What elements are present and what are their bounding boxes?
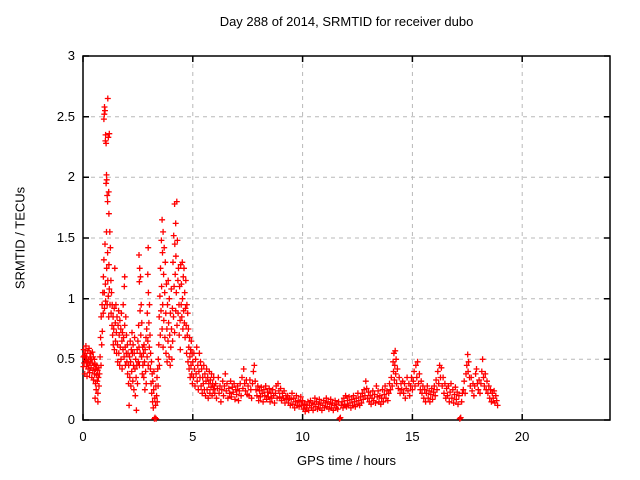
- x-tick-label: 15: [405, 429, 420, 444]
- y-tick-label: 0.5: [56, 351, 75, 367]
- x-tick-label: 0: [79, 429, 87, 444]
- scatter-points: [80, 95, 501, 422]
- chart-title: Day 288 of 2014, SRMTID for receiver dub…: [219, 14, 474, 29]
- axis-ticks: [82, 55, 610, 421]
- x-axis-label: GPS time / hours: [297, 453, 396, 468]
- y-tick-label: 2: [67, 169, 75, 185]
- x-tick-label: 5: [189, 429, 197, 444]
- y-tick-label: 1.5: [56, 230, 75, 245]
- y-tick-label: 3: [67, 48, 75, 63]
- y-tick-label: 1: [67, 290, 75, 306]
- y-tick-label: 0: [67, 412, 75, 427]
- grid-lines: [83, 56, 610, 420]
- x-tick-label: 20: [514, 429, 530, 444]
- x-tick-label: 10: [295, 429, 310, 444]
- y-tick-label: 2.5: [56, 108, 75, 124]
